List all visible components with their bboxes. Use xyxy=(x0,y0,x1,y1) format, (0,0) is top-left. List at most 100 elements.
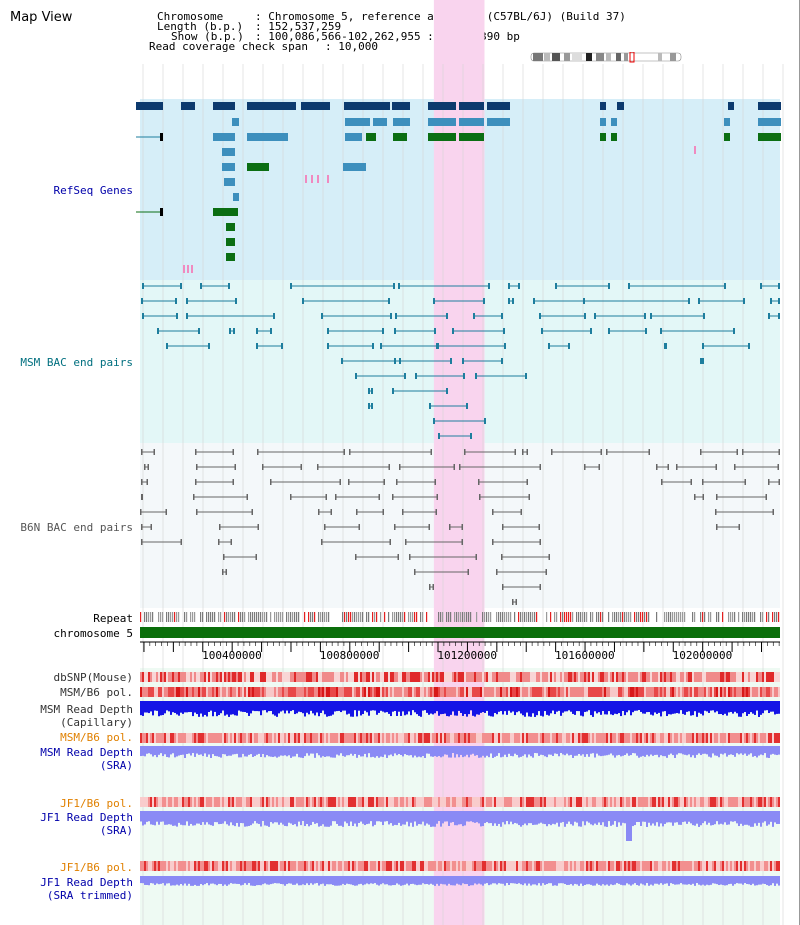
jf1-depth-sra-bar xyxy=(546,811,548,827)
msm-depth-sra-bar xyxy=(766,746,768,758)
dbsnp-cell xyxy=(190,672,192,682)
jf1-b6-pol-cell xyxy=(764,861,766,871)
track-label-dbsnp[interactable]: dbSNP(Mouse) xyxy=(53,671,133,684)
jf1-b6-pol-cell xyxy=(596,797,598,807)
jf1-b6-pol-cell xyxy=(252,797,254,807)
jf1-b6-pol-cell xyxy=(366,797,368,807)
dbsnp-cell xyxy=(420,672,422,682)
jf1-b6-pol-cell xyxy=(330,861,332,871)
msm-b6-pol-cell xyxy=(436,687,438,697)
jf1-b6-pol-cell xyxy=(600,797,602,807)
track-label-msm-b6-pol[interactable]: MSM/B6 pol. xyxy=(60,686,133,699)
jf1-b6-pol-cell xyxy=(592,861,594,871)
jf1-b6-pol-cell xyxy=(180,861,182,871)
dbsnp-cell xyxy=(246,672,248,682)
msm-depth-sra-bar xyxy=(644,746,646,757)
jf1-b6-pol-cell xyxy=(250,861,252,871)
msm-b6-pol-cell xyxy=(500,733,502,743)
dbsnp-cell xyxy=(464,672,466,682)
jf1-depth-trim-bar xyxy=(778,876,780,886)
msm-depth-sra-bar xyxy=(236,746,238,754)
jf1-depth-sra-bar xyxy=(490,811,492,824)
jf1-depth-sra-bar xyxy=(654,811,656,826)
jf1-depth-sra-bar xyxy=(686,811,688,824)
jf1-b6-pol-cell xyxy=(654,861,656,871)
bac-end-mark xyxy=(716,494,718,500)
gene-feature xyxy=(233,193,239,201)
track-label-msm-depth-cap[interactable]: MSM Read Depth xyxy=(40,703,133,716)
dbsnp-cell xyxy=(210,672,212,682)
track-label-msm-depth-sra[interactable]: MSM Read Depth xyxy=(40,746,133,759)
gene-feature xyxy=(459,102,484,110)
jf1-b6-pol-cell xyxy=(628,861,630,871)
msm-b6-pol-cell xyxy=(368,687,370,697)
msm-depth-capillary-bar xyxy=(448,701,450,717)
msm-depth-sra-bar xyxy=(464,746,466,757)
jf1-depth-trim-bar xyxy=(438,876,440,886)
track-label-msm-b6-pol-2[interactable]: MSM/B6 pol. xyxy=(60,731,133,744)
jf1-b6-pol-cell xyxy=(324,797,326,807)
msm-b6-pol-cell xyxy=(730,687,732,697)
msm-depth-sra-bar xyxy=(332,746,334,758)
jf1-b6-pol-cell xyxy=(168,861,170,871)
track-label-jf1-depth-trim[interactable]: JF1 Read Depth xyxy=(40,876,133,889)
track-label-jf1-b6-pol[interactable]: JF1/B6 pol. xyxy=(60,797,133,810)
gene-feature xyxy=(459,118,484,126)
bac-end-mark xyxy=(590,328,592,334)
dbsnp-cell xyxy=(776,672,778,682)
msm-depth-sra-bar xyxy=(388,746,390,756)
msm-b6-pol-cell xyxy=(556,733,558,743)
track-label-chromosome[interactable]: chromosome 5 xyxy=(53,627,133,640)
jf1-depth-sra-bar xyxy=(388,811,390,825)
jf1-depth-sra-bar xyxy=(302,811,304,822)
msm-depth-capillary-bar xyxy=(424,701,426,711)
jf1-b6-pol-cell xyxy=(418,797,420,807)
track-label-jf1-depth-sra[interactable]: JF1 Read Depth xyxy=(40,811,133,824)
bac-end-mark xyxy=(234,464,236,470)
jf1-b6-pol-cell xyxy=(158,861,160,871)
msm-depth-sra-bar xyxy=(484,746,486,758)
msm-depth-sra-bar xyxy=(706,746,708,755)
msm-depth-capillary-bar xyxy=(478,701,480,715)
msm-b6-pol-cell xyxy=(668,687,670,697)
jf1-depth-sra-bar xyxy=(574,811,576,822)
track-label-msm-bac[interactable]: MSM BAC end pairs xyxy=(20,356,133,369)
jf1-depth-trim-bar xyxy=(278,876,280,884)
chromosome-ideogram[interactable] xyxy=(530,52,684,64)
bac-end-mark xyxy=(195,449,197,455)
repeat-element xyxy=(728,612,730,622)
jf1-b6-pol-cell xyxy=(378,797,380,807)
ideogram-band xyxy=(552,53,560,61)
length-value: : 152,537,259 xyxy=(255,20,342,33)
msm-depth-sra-bar xyxy=(410,746,412,756)
msm-b6-pol-cell xyxy=(540,687,542,697)
jf1-b6-pol-cell xyxy=(572,797,574,807)
repeat-element xyxy=(522,612,524,622)
dbsnp-cell xyxy=(392,672,394,682)
track-label-repeat[interactable]: Repeat xyxy=(93,612,133,625)
msm-depth-capillary-bar xyxy=(344,701,346,711)
msm-b6-pol-cell xyxy=(502,733,504,743)
track-label-b6n-bac[interactable]: B6N BAC end pairs xyxy=(20,521,133,534)
msm-depth-capillary-bar xyxy=(362,701,364,715)
jf1-b6-pol-cell xyxy=(506,797,508,807)
msm-depth-sra-bar xyxy=(288,746,290,756)
jf1-depth-sra-bar xyxy=(746,811,748,825)
track-label-jf1-b6-pol-2[interactable]: JF1/B6 pol. xyxy=(60,861,133,874)
bac-end-mark xyxy=(141,449,143,455)
repeat-element xyxy=(440,612,442,622)
jf1-b6-pol-cell xyxy=(768,861,770,871)
bac-end-mark xyxy=(140,509,142,515)
jf1-depth-sra-bar xyxy=(432,811,434,827)
jf1-depth-trim-bar xyxy=(528,876,530,884)
gene-feature xyxy=(160,208,163,216)
msm-b6-pol-cell xyxy=(514,733,516,743)
track-label-refseq[interactable]: RefSeq Genes xyxy=(53,184,133,197)
dbsnp-cell xyxy=(344,672,346,682)
repeat-element xyxy=(206,612,208,622)
jf1-depth-trim-bar xyxy=(208,876,210,886)
jf1-b6-pol-cell xyxy=(720,797,722,807)
dbsnp-cell xyxy=(388,672,390,682)
msm-depth-capillary-bar xyxy=(508,701,510,711)
